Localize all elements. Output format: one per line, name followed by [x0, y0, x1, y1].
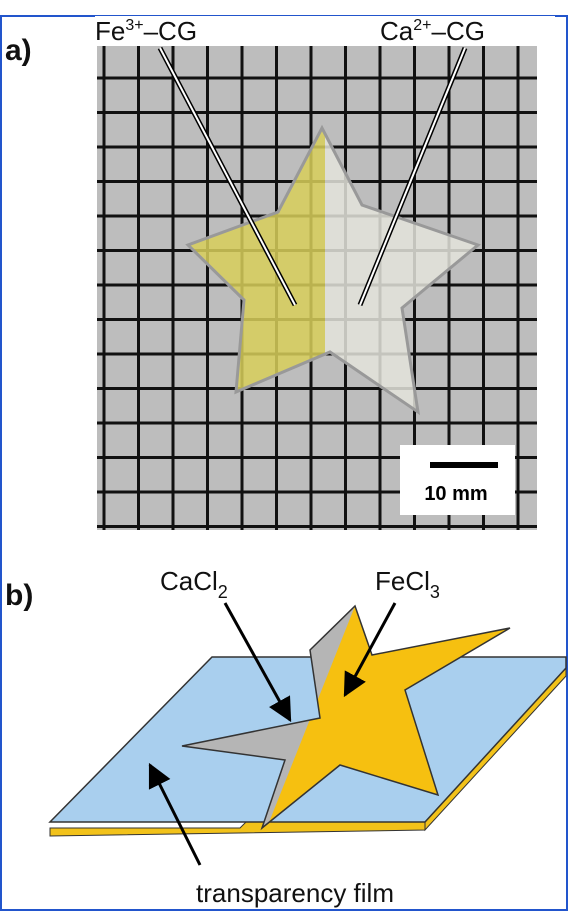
text: CaCl	[160, 566, 218, 596]
scale-label: 10 mm	[424, 483, 487, 505]
sub: 2	[218, 582, 228, 602]
ca-label: Ca2+–CG	[380, 16, 485, 46]
label-bg	[95, 16, 555, 46]
text: FeCl	[375, 566, 430, 596]
mold-outline	[181, 604, 511, 831]
panel-label: b)	[5, 579, 33, 612]
fecl3-label: FeCl3	[375, 566, 440, 602]
arrow	[159, 47, 296, 306]
text: Ca	[380, 16, 414, 46]
text: –CG	[432, 16, 485, 46]
sub: 3	[430, 582, 440, 602]
cacl2-label: CaCl2	[160, 566, 228, 602]
sup: 3+	[125, 17, 143, 34]
film-edge	[49, 821, 426, 837]
panel-label: a)	[5, 34, 32, 67]
arrow	[343, 602, 397, 698]
arrow	[223, 602, 292, 723]
sup: 2+	[413, 17, 431, 34]
gel-outline	[185, 124, 482, 416]
arrow	[148, 762, 202, 866]
text: Fe	[95, 16, 125, 46]
text: –CG	[144, 16, 197, 46]
arrow	[359, 47, 466, 306]
fe-label: Fe3+–CG	[95, 16, 197, 46]
film-label: transparency film	[196, 878, 394, 908]
scale-box: 10 mm	[400, 445, 515, 515]
